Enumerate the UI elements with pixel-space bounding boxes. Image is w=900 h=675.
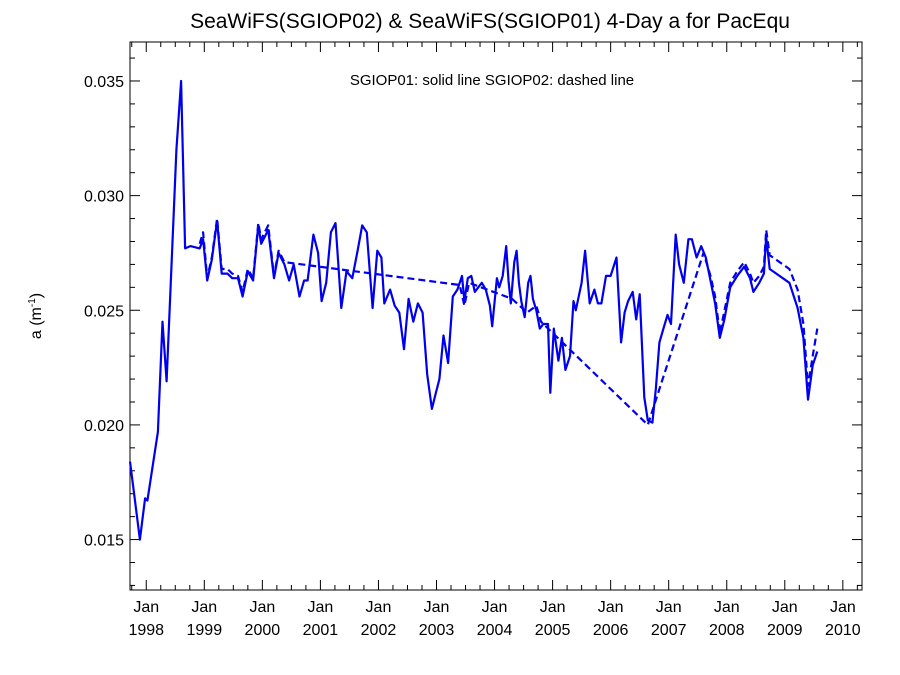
y-tick-label: 0.025 — [84, 303, 124, 320]
x-tick-month-label: Jan — [308, 599, 334, 616]
y-axis-label: a (m-1) — [27, 293, 45, 339]
x-tick-month-label: Jan — [133, 599, 159, 616]
x-tick-year-label: 2009 — [767, 622, 803, 639]
x-tick-month-label: Jan — [598, 599, 624, 616]
x-tick-year-label: 2007 — [651, 622, 687, 639]
x-tick-year-label: 2003 — [419, 622, 455, 639]
x-tick-month-label: Jan — [772, 599, 798, 616]
x-tick-year-label: 2010 — [825, 622, 861, 639]
y-axis-label-exponent: -1 — [27, 298, 38, 307]
x-tick-month-label: Jan — [714, 599, 740, 616]
y-tick-label: 0.020 — [84, 418, 124, 435]
x-tick-year-label: 2001 — [303, 622, 339, 639]
plot-frame — [129, 41, 863, 591]
y-axis-label-text: a (m — [28, 307, 45, 339]
y-tick-label: 0.035 — [84, 74, 124, 91]
x-tick-month-label: Jan — [540, 599, 566, 616]
x-tick-year-label: 2006 — [593, 622, 629, 639]
y-tick-label: 0.030 — [84, 189, 124, 206]
x-tick-month-label: Jan — [249, 599, 275, 616]
x-tick-month-label: Jan — [191, 599, 217, 616]
y-axis-label-close: ) — [28, 293, 45, 298]
series-line-sgiop01 — [128, 79, 819, 541]
x-tick-year-label: 1998 — [128, 622, 164, 639]
x-tick-month-label: Jan — [656, 599, 682, 616]
x-tick-month-label: Jan — [830, 599, 856, 616]
y-tick-label: 0.015 — [84, 533, 124, 550]
y-axis: 0.015 0.020 0.025 0.030 0.035 — [84, 57, 862, 586]
chart-title: SeaWiFS(SGIOP02) & SeaWiFS(SGIOP01) 4-Da… — [190, 10, 790, 33]
x-tick-year-label: 2005 — [535, 622, 571, 639]
x-tick-year-label: 2004 — [477, 622, 513, 639]
x-tick-year-label: 2000 — [245, 622, 281, 639]
x-tick-month-label: Jan — [482, 599, 508, 616]
x-tick-year-label: 2008 — [709, 622, 745, 639]
x-tick-month-label: Jan — [424, 599, 450, 616]
x-tick-year-label: 1999 — [187, 622, 223, 639]
x-axis: Jan 1998 Jan 1999 Jan 2000 Jan 2001 Jan 2002 Jan 20… — [128, 42, 861, 639]
x-tick-month-label: Jan — [366, 599, 392, 616]
x-tick-year-label: 2002 — [361, 622, 397, 639]
line-style-note: SGIOP01: solid line SGIOP02: dashed line — [350, 72, 634, 89]
series-layer — [128, 79, 819, 541]
